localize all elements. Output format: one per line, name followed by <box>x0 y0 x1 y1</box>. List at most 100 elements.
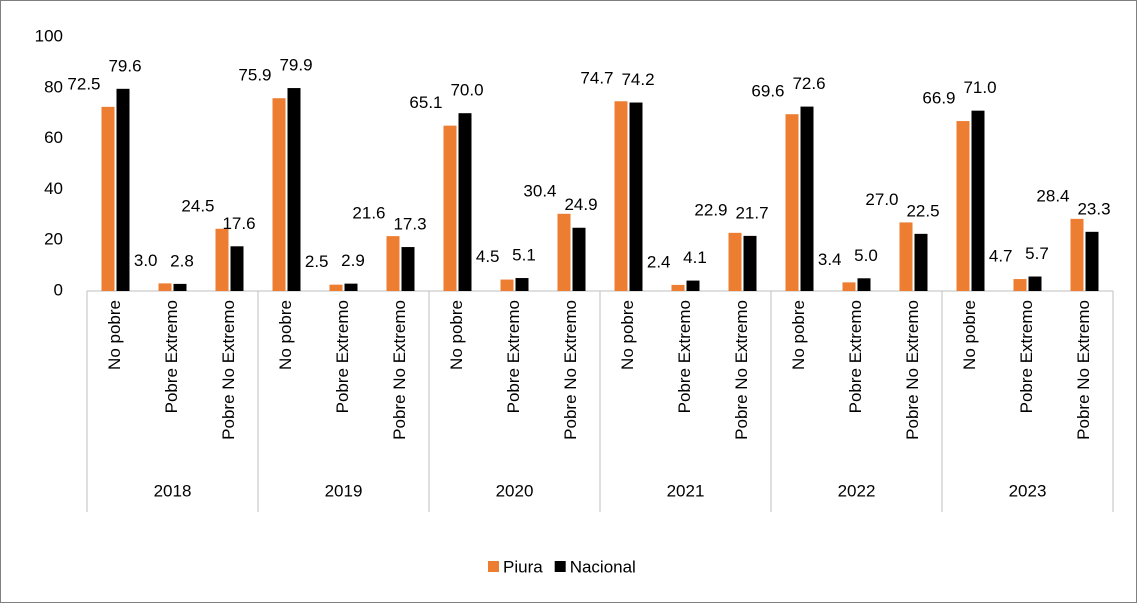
bar <box>743 235 757 291</box>
bar <box>158 283 172 291</box>
bar <box>686 280 700 291</box>
bar <box>557 213 571 291</box>
bar <box>287 88 301 291</box>
group-label: 2020 <box>496 481 534 500</box>
legend-swatch <box>554 561 566 572</box>
bar <box>1085 231 1099 291</box>
bar <box>1070 218 1084 291</box>
group-label: 2023 <box>1009 481 1047 500</box>
data-label: 24.5 <box>181 196 214 215</box>
bar <box>344 283 358 291</box>
bar <box>386 236 400 291</box>
bar <box>515 278 529 291</box>
group-label: 2022 <box>838 481 876 500</box>
y-tick-label: 60 <box>44 128 63 147</box>
data-label: 3.0 <box>134 251 158 270</box>
data-label: 28.4 <box>1036 186 1069 205</box>
x-tick-label: Pobre No Extremo <box>903 300 922 440</box>
data-label: 4.1 <box>683 248 707 267</box>
x-tick-label: No pobre <box>276 300 295 370</box>
x-tick-label: Pobre Extremo <box>1017 300 1036 413</box>
x-tick-label: Pobre No Extremo <box>1074 300 1093 440</box>
data-label: 66.9 <box>922 89 955 108</box>
bar <box>173 283 187 291</box>
data-label: 5.1 <box>512 246 536 265</box>
data-label: 70.0 <box>450 81 483 100</box>
y-tick-label: 100 <box>35 26 63 45</box>
data-label: 24.9 <box>564 195 597 214</box>
group-label: 2021 <box>667 481 705 500</box>
bar <box>899 222 913 291</box>
x-tick-label: Pobre No Extremo <box>390 300 409 440</box>
bar <box>800 106 814 291</box>
legend-label: Nacional <box>570 557 636 576</box>
x-tick-label: Pobre No Extremo <box>561 300 580 440</box>
bar <box>842 282 856 291</box>
bar <box>1028 276 1042 291</box>
group-label: 2019 <box>325 481 363 500</box>
data-label: 71.0 <box>963 78 996 97</box>
data-label: 2.8 <box>170 251 194 270</box>
bar <box>272 98 286 292</box>
data-label: 79.6 <box>108 56 141 75</box>
data-label: 75.9 <box>238 66 271 85</box>
bar <box>443 125 457 292</box>
bar <box>1013 279 1027 291</box>
legend-swatch <box>488 561 499 572</box>
bar <box>329 284 343 291</box>
x-tick-label: Pobre Extremo <box>846 300 865 413</box>
data-label: 2.4 <box>647 252 671 271</box>
bar <box>914 233 928 291</box>
x-tick-label: No pobre <box>105 300 124 370</box>
bar <box>215 228 229 291</box>
data-label: 3.4 <box>818 250 842 269</box>
data-label: 4.7 <box>989 247 1013 266</box>
y-tick-label: 20 <box>44 230 63 249</box>
data-label: 27.0 <box>865 190 898 209</box>
x-tick-label: Pobre No Extremo <box>219 300 238 440</box>
data-label: 74.7 <box>580 69 613 88</box>
y-tick-label: 0 <box>54 280 63 299</box>
data-label: 79.9 <box>279 56 312 75</box>
bar <box>572 227 586 291</box>
data-label: 30.4 <box>523 181 556 200</box>
x-tick-label: Pobre Extremo <box>162 300 181 413</box>
x-tick-label: No pobre <box>618 300 637 370</box>
bar <box>971 110 985 291</box>
data-label: 65.1 <box>409 93 442 112</box>
data-label: 21.6 <box>352 204 385 223</box>
data-label: 74.2 <box>621 70 654 89</box>
data-label: 2.5 <box>305 252 329 271</box>
data-label: 22.5 <box>906 201 939 220</box>
x-tick-label: Pobre Extremo <box>333 300 352 413</box>
bar <box>401 247 415 291</box>
bar <box>857 278 871 291</box>
bar <box>785 114 799 291</box>
data-label: 5.7 <box>1025 244 1049 263</box>
bar <box>671 284 685 291</box>
data-label: 23.3 <box>1077 199 1110 218</box>
x-tick-label: No pobre <box>960 300 979 370</box>
legend-label: Piura <box>503 557 543 576</box>
data-label: 5.0 <box>854 246 878 265</box>
bar <box>614 101 628 292</box>
bar <box>956 121 970 291</box>
y-tick-label: 40 <box>44 179 63 198</box>
x-tick-label: Pobre Extremo <box>504 300 523 413</box>
x-tick-label: No pobre <box>789 300 808 370</box>
bar <box>629 102 643 291</box>
bar <box>728 232 742 291</box>
data-label: 17.6 <box>222 214 255 233</box>
bar <box>116 88 130 291</box>
x-tick-label: No pobre <box>447 300 466 370</box>
data-label: 69.6 <box>751 82 784 101</box>
y-tick-label: 80 <box>44 77 63 96</box>
group-label: 2018 <box>154 481 192 500</box>
bar <box>500 279 514 291</box>
data-label: 72.5 <box>67 74 100 93</box>
bar <box>458 113 472 291</box>
x-tick-label: Pobre Extremo <box>675 300 694 413</box>
data-label: 72.6 <box>792 74 825 93</box>
